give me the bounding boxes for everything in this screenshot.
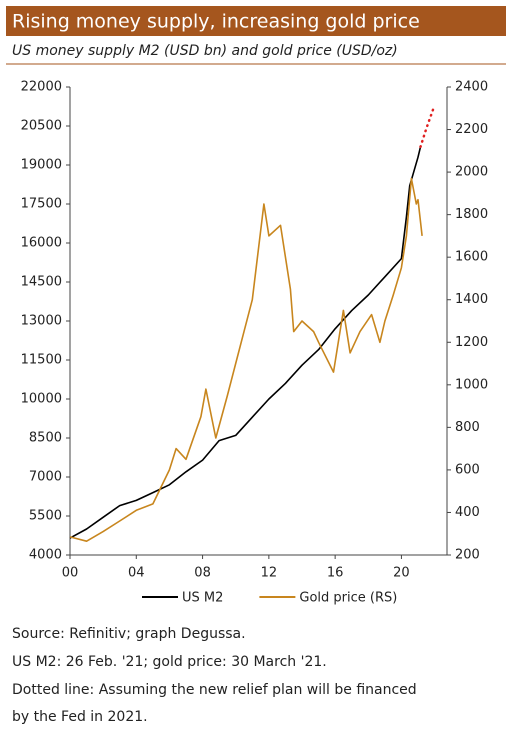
series-line bbox=[419, 103, 436, 149]
y-tick-label: 4000 bbox=[29, 548, 62, 563]
y-tick-label: 11500 bbox=[21, 353, 62, 368]
y2-tick-label: 200 bbox=[455, 548, 480, 563]
chart-title: Rising money supply, increasing gold pri… bbox=[12, 11, 420, 33]
y-tick-label: 22000 bbox=[21, 80, 62, 95]
y-tick-label: 20500 bbox=[21, 119, 62, 134]
title-bar bbox=[6, 6, 506, 36]
y2-tick-label: 1000 bbox=[455, 377, 488, 392]
y-tick-label: 19000 bbox=[21, 158, 62, 173]
y2-tick-label: 2000 bbox=[455, 165, 488, 180]
x-tick-label: 08 bbox=[194, 566, 211, 581]
y2-tick-label: 600 bbox=[455, 462, 480, 477]
note: Source: Refinitiv; graph Degussa. bbox=[12, 626, 246, 642]
chart-subtitle: US money supply M2 (USD bn) and gold pri… bbox=[12, 43, 398, 59]
y-tick-label: 8500 bbox=[29, 431, 62, 446]
x-tick-label: 12 bbox=[261, 566, 278, 581]
y-tick-label: 10000 bbox=[21, 392, 62, 407]
series-line bbox=[69, 146, 422, 539]
y-tick-label: 17500 bbox=[21, 197, 62, 212]
y-tick-label: 13000 bbox=[21, 314, 62, 329]
x-tick-label: 20 bbox=[393, 566, 410, 581]
note: US M2: 26 Feb. '21; gold price: 30 March… bbox=[12, 654, 327, 670]
y-tick-label: 7000 bbox=[29, 470, 62, 485]
legend-label: US M2 bbox=[182, 591, 223, 606]
y2-tick-label: 1200 bbox=[455, 335, 488, 350]
legend-label: Gold price (RS) bbox=[299, 591, 397, 606]
y-tick-label: 14500 bbox=[21, 275, 62, 290]
y-tick-label: 16000 bbox=[21, 236, 62, 251]
x-tick-label: 16 bbox=[327, 566, 344, 581]
y2-tick-label: 800 bbox=[455, 420, 480, 435]
x-tick-label: 04 bbox=[128, 566, 145, 581]
note: Dotted line: Assuming the new relief pla… bbox=[12, 682, 417, 698]
series-line bbox=[69, 177, 423, 542]
y2-tick-label: 2400 bbox=[455, 80, 488, 95]
y2-tick-label: 1600 bbox=[455, 250, 488, 265]
y2-tick-label: 1800 bbox=[455, 207, 488, 222]
y2-tick-label: 400 bbox=[455, 505, 480, 520]
note: by the Fed in 2021. bbox=[12, 709, 148, 725]
y2-tick-label: 1400 bbox=[455, 292, 488, 307]
y2-tick-label: 2200 bbox=[455, 122, 488, 137]
x-tick-label: 00 bbox=[62, 566, 79, 581]
y-tick-label: 5500 bbox=[29, 509, 62, 524]
